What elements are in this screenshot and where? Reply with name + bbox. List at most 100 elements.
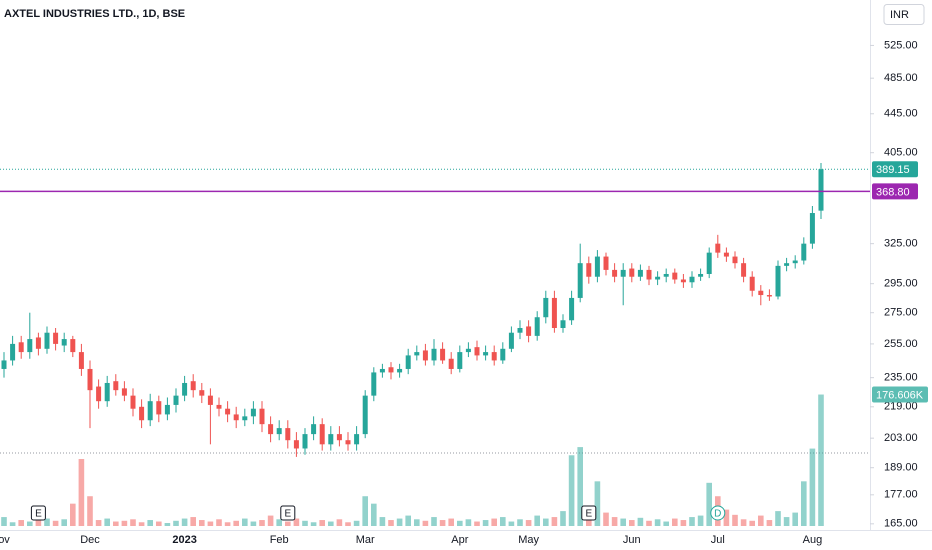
event-marker bbox=[280, 505, 296, 521]
y-tick-label: 325.00 bbox=[884, 238, 918, 250]
volume-bar bbox=[723, 509, 730, 526]
currency-label[interactable]: INR bbox=[890, 9, 909, 21]
candle-body bbox=[121, 388, 127, 396]
volume-bar bbox=[706, 482, 712, 526]
y-tick-label: 275.00 bbox=[884, 307, 918, 319]
volume-bar bbox=[345, 522, 351, 526]
volume-bar bbox=[508, 521, 515, 526]
candle-body bbox=[207, 395, 213, 405]
x-tick-label: Mar bbox=[356, 534, 375, 546]
last-price-label-box bbox=[872, 161, 918, 178]
candle-body bbox=[293, 440, 299, 449]
volume-bar bbox=[474, 521, 480, 526]
volume-bar bbox=[61, 519, 67, 526]
candle-body bbox=[371, 372, 377, 396]
candle-body bbox=[517, 328, 523, 333]
candle-body bbox=[758, 290, 764, 296]
candle-body bbox=[276, 428, 282, 435]
volume-bar bbox=[267, 515, 274, 526]
volume-bar bbox=[740, 519, 747, 526]
y-tick-label: 165.00 bbox=[884, 518, 918, 530]
volume-bar bbox=[181, 518, 188, 526]
candle-body bbox=[44, 332, 50, 349]
volume-bar bbox=[87, 496, 93, 526]
candle-body bbox=[655, 276, 661, 280]
candle-body bbox=[156, 401, 162, 415]
event-marker bbox=[710, 505, 726, 521]
volume-bar bbox=[190, 517, 196, 526]
last-volume-label-box bbox=[872, 386, 928, 403]
volume-bar bbox=[353, 520, 360, 526]
candle-body bbox=[698, 273, 704, 277]
candle-body bbox=[250, 408, 256, 417]
volume-bar bbox=[224, 522, 231, 526]
volume-bar bbox=[594, 481, 601, 526]
candle-body bbox=[629, 268, 635, 277]
volume-bar bbox=[775, 511, 781, 526]
candle-body bbox=[594, 256, 600, 277]
volume-bar bbox=[276, 519, 282, 526]
candle-body bbox=[388, 367, 394, 373]
event-marker bbox=[581, 505, 597, 521]
candle-body bbox=[216, 404, 222, 409]
x-tick-label: Dec bbox=[80, 534, 100, 546]
volume-bar bbox=[310, 522, 317, 526]
volume-bar bbox=[216, 519, 222, 526]
candle-body bbox=[379, 368, 385, 373]
volume-bar bbox=[207, 521, 214, 526]
volume-bar bbox=[448, 518, 454, 526]
y-tick-label: 445.00 bbox=[884, 108, 918, 120]
y-tick-label: 203.00 bbox=[884, 432, 918, 444]
candle-body bbox=[457, 352, 463, 369]
x-tick-label: Jul bbox=[711, 534, 725, 546]
candle-body bbox=[603, 256, 609, 270]
candle-body bbox=[173, 395, 179, 405]
currency-button[interactable] bbox=[883, 4, 925, 25]
candle-body bbox=[792, 260, 798, 264]
candle-body bbox=[199, 390, 205, 396]
candle-body bbox=[723, 252, 729, 257]
x-tick-label: Jun bbox=[623, 534, 641, 546]
candle-body bbox=[500, 348, 506, 361]
candle-body bbox=[130, 395, 136, 409]
candle-body bbox=[319, 424, 325, 445]
candle-body bbox=[483, 352, 489, 356]
candle-body bbox=[1, 360, 7, 369]
x-tick-label: 2023 bbox=[172, 534, 196, 546]
event-label: E bbox=[35, 509, 42, 520]
candle-body bbox=[784, 263, 790, 266]
y-tick-label: 219.00 bbox=[884, 401, 918, 413]
volume-bar bbox=[543, 518, 549, 526]
volume-bar bbox=[130, 519, 136, 526]
candle-body bbox=[328, 434, 334, 445]
volume-bar bbox=[319, 520, 325, 526]
volume-bar bbox=[78, 459, 85, 526]
event-marker bbox=[30, 505, 46, 521]
candle-body bbox=[534, 317, 540, 336]
candle-body bbox=[551, 297, 557, 329]
candle-body bbox=[431, 348, 437, 361]
volume-bar bbox=[637, 517, 644, 526]
volume-bar bbox=[250, 521, 257, 526]
candle-body bbox=[809, 213, 815, 244]
candle-body bbox=[741, 263, 747, 277]
candle-body bbox=[508, 332, 514, 349]
volume-bar bbox=[1, 517, 7, 526]
volume-bar bbox=[362, 496, 368, 526]
volume-bar bbox=[138, 522, 145, 526]
candle-body bbox=[70, 339, 76, 353]
volume-bar bbox=[517, 519, 523, 526]
candle-body bbox=[405, 355, 411, 369]
candle-body bbox=[190, 381, 196, 391]
candle-body bbox=[345, 440, 351, 445]
volume-bar bbox=[52, 520, 59, 526]
y-tick-label: 255.00 bbox=[884, 338, 918, 350]
candle-body bbox=[637, 269, 643, 277]
volume-bar bbox=[379, 517, 386, 526]
y-tick-label: 525.00 bbox=[884, 39, 918, 51]
volume-bar bbox=[388, 520, 394, 526]
candle-body bbox=[543, 297, 549, 318]
candle-body bbox=[113, 381, 119, 391]
volume-bar bbox=[654, 519, 661, 526]
